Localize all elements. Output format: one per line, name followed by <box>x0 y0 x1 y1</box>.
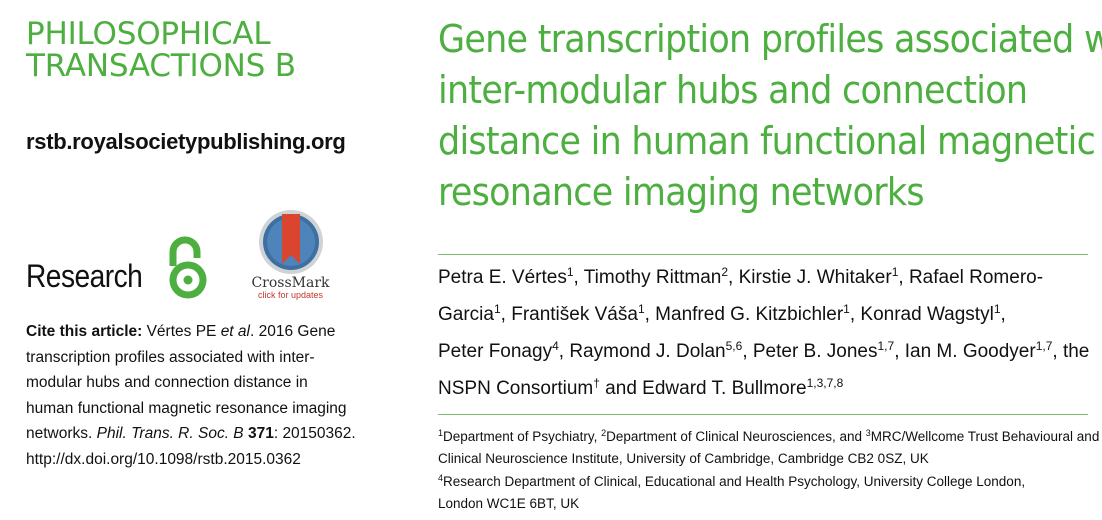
citation-block: Cite this article: Vértes PE et al. 2016… <box>26 319 356 473</box>
citation-doi-link[interactable]: http://dx.doi.org/10.1098/rstb.2015.0362 <box>26 450 301 468</box>
affiliation-mark: 4 <box>438 472 444 483</box>
crossmark-subtitle: click for updates <box>257 290 324 300</box>
citation-line: human functional magnetic resonance imag… <box>26 399 347 417</box>
author-line: Garcia1, František Váša1, Manfred G. Kit… <box>438 296 1098 333</box>
author-name: Garcia <box>438 304 494 325</box>
author-affiliation-mark: 4 <box>552 339 559 353</box>
author-name: , Ian M. Goodyer <box>894 341 1036 362</box>
author-affiliation-mark: 1 <box>891 265 899 279</box>
citation-text: : 20150362. <box>273 425 356 443</box>
citation-journal: Phil. Trans. R. Soc. B <box>96 425 244 443</box>
author-name: , František Váša <box>500 304 638 325</box>
author-affiliation-mark: 1 <box>493 302 501 316</box>
article-title-line: distance in human functional magnetic <box>438 119 1096 163</box>
author-line: NSPN Consortium† and Edward T. Bullmore1… <box>438 370 1098 407</box>
author-line: Petra E. Vértes1, Timothy Rittman2, Kirs… <box>438 259 1098 296</box>
citation-etal: et al <box>220 323 250 340</box>
affiliation-mark: 3 <box>865 428 871 438</box>
author-name: and Edward T. Bullmore <box>599 378 807 399</box>
author-affiliation-mark: 1,7 <box>877 339 895 353</box>
crossmark-name: CrossMark <box>251 275 330 291</box>
citation-label: Cite this article: <box>26 323 143 340</box>
author-name: , Raymond J. Dolan <box>558 341 726 362</box>
journal-url[interactable]: rstb.royalsocietypublishing.org <box>26 129 346 154</box>
article-title-line: inter-modular hubs and connection <box>438 68 1028 112</box>
author-affiliation-mark: 1 <box>843 302 850 316</box>
author-line: Peter Fonagy4, Raymond J. Dolan5,6, Pete… <box>438 333 1098 370</box>
affiliation-mark: 2 <box>601 428 607 438</box>
author-affiliation-mark: 1 <box>993 302 1001 316</box>
affiliation-text: Department of Clinical Neurosciences, an… <box>606 429 866 444</box>
affiliation-line: 1Department of Psychiatry, 2Department o… <box>438 426 1100 448</box>
affiliation-list: 1Department of Psychiatry, 2Department o… <box>438 426 1100 516</box>
citation-line: transcription profiles associated with i… <box>26 348 315 366</box>
author-name: , Kirstie J. Whitaker <box>728 267 892 288</box>
author-affiliation-mark: 1 <box>566 265 574 279</box>
affiliation-text: Department of Psychiatry, <box>443 429 602 444</box>
citation-text: Vértes PE <box>142 323 221 340</box>
author-affiliation-mark: † <box>593 376 600 390</box>
article-title-line: Gene transcription profiles associated w… <box>438 17 1102 61</box>
affiliation-mark: 1 <box>438 428 444 438</box>
affiliation-text: MRC/Wellcome Trust Behavioural and <box>870 429 1100 444</box>
crossmark-badge[interactable]: CrossMark click for updates <box>248 208 333 308</box>
author-name: , Konrad Wagstyl <box>849 304 994 325</box>
journal-name: PHILOSOPHICAL TRANSACTIONS B <box>26 18 296 82</box>
author-affiliation-mark: 5,6 <box>725 339 743 353</box>
author-separator: , <box>1000 304 1006 325</box>
author-affiliation-mark: 1 <box>637 302 645 316</box>
author-affiliation-mark: 2 <box>721 265 729 279</box>
affiliation-line: Clinical Neuroscience Institute, Univers… <box>438 451 929 467</box>
author-name: Peter Fonagy <box>438 341 553 362</box>
affiliation-line: London WC1E 6BT, UK <box>438 496 580 512</box>
article-title-line: resonance imaging networks <box>438 170 925 214</box>
affiliation-text: Research Department of Clinical, Educati… <box>443 473 1026 489</box>
author-name: , Timothy Rittman <box>573 267 722 288</box>
author-name: , Rafael Romero- <box>898 267 1044 288</box>
divider <box>438 254 1088 255</box>
journal-name-line2: TRANSACTIONS B <box>26 48 296 84</box>
affiliation-line: 4Research Department of Clinical, Educat… <box>438 471 1100 493</box>
section-label: Research <box>26 258 143 294</box>
author-name: , Peter B. Jones <box>742 341 878 362</box>
author-name: Petra E. Vértes <box>438 267 567 288</box>
author-name: NSPN Consortium <box>438 378 594 399</box>
open-access-icon <box>163 232 213 300</box>
author-affiliation-mark: 1,3,7,8 <box>806 376 844 390</box>
author-name: , Manfred G. Kitzbichler <box>644 304 844 325</box>
article-title: Gene transcription profiles associated w… <box>438 14 1102 218</box>
citation-volume: 371 <box>243 425 274 443</box>
crossmark-icon <box>258 210 323 274</box>
citation-text: . 2016 Gene <box>250 323 336 340</box>
citation-text: networks. <box>26 425 97 443</box>
author-name: , the <box>1052 341 1090 362</box>
citation-line: modular hubs and connection distance in <box>26 374 308 392</box>
journal-name-line1: PHILOSOPHICAL <box>26 16 271 52</box>
author-affiliation-mark: 1,7 <box>1035 339 1053 353</box>
author-list: Petra E. Vértes1, Timothy Rittman2, Kirs… <box>438 259 1098 407</box>
divider <box>438 414 1088 415</box>
